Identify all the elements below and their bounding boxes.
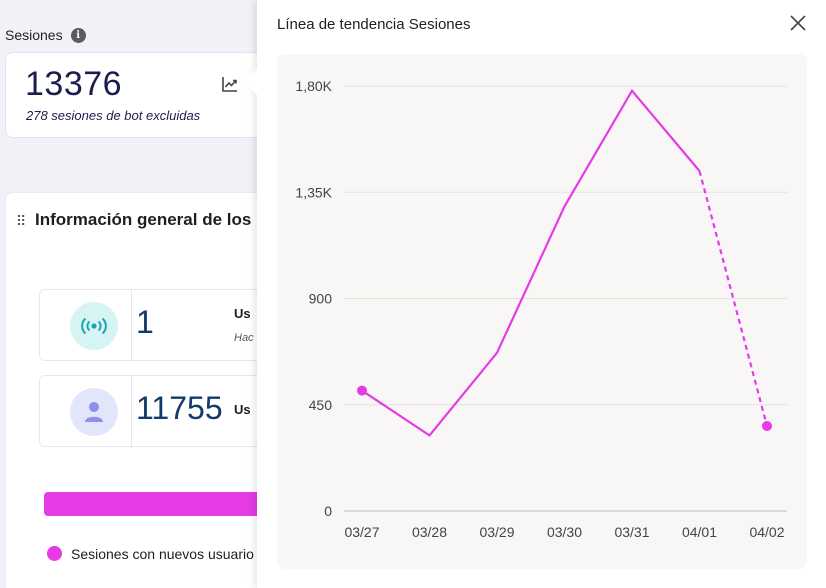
panel-pointer bbox=[245, 68, 258, 96]
y-tick-label: 1,80K bbox=[295, 78, 332, 94]
start-point bbox=[357, 385, 367, 396]
trend-panel: Línea de tendencia Sesiones 0 450 900 1,35K… bbox=[257, 0, 826, 588]
y-tick-label: 450 bbox=[309, 397, 333, 413]
trend-chart: 0 450 900 1,35K 1,80K 03/27 03/28 03/29 03/30 03/… bbox=[277, 54, 807, 569]
drag-handle-icon[interactable]: ⠿ bbox=[16, 213, 26, 229]
user-icon-box bbox=[40, 376, 132, 448]
sessions-kpi-value: 13376 bbox=[25, 65, 123, 103]
trend-chart-svg: 0 450 900 1,35K 1,80K 03/27 03/28 03/29 03/30 03/… bbox=[295, 78, 787, 540]
x-tick-label: 04/02 bbox=[749, 524, 784, 540]
total-users-value: 11755 bbox=[136, 390, 223, 426]
x-tick-label: 04/01 bbox=[682, 524, 717, 540]
sessions-label: Sesiones bbox=[5, 27, 63, 43]
close-icon bbox=[790, 15, 806, 31]
active-users-value: 1 bbox=[136, 304, 154, 340]
panel-title: Línea de tendencia Sesiones bbox=[277, 16, 471, 33]
sessions-kpi-card[interactable]: 13376 278 sesiones de bot excluidas bbox=[5, 52, 273, 138]
bot-sessions-excluded: 278 sesiones de bot excluidas bbox=[26, 108, 201, 123]
overview-title: Información general de los u bbox=[35, 210, 267, 229]
end-point bbox=[762, 421, 772, 431]
user-row-active: 1 Us Hac bbox=[39, 289, 279, 362]
new-users-progress-bar bbox=[44, 492, 284, 516]
x-tick-label: 03/30 bbox=[547, 524, 582, 540]
trend-line-icon[interactable] bbox=[221, 75, 239, 93]
total-users-label: Us bbox=[234, 402, 251, 417]
active-users-label: Us bbox=[234, 306, 251, 321]
close-button[interactable] bbox=[787, 12, 809, 34]
broadcast-icon bbox=[70, 302, 118, 350]
user-row-total: 11755 Us bbox=[39, 375, 279, 448]
x-tick-label: 03/28 bbox=[412, 524, 447, 540]
legend-label: Sesiones con nuevos usuario bbox=[71, 546, 254, 562]
x-tick-label: 03/27 bbox=[344, 524, 379, 540]
y-tick-label: 900 bbox=[309, 291, 333, 307]
y-tick-label: 0 bbox=[324, 503, 332, 519]
y-tick-label: 1,35K bbox=[295, 184, 332, 200]
series-line-solid bbox=[361, 88, 701, 437]
person-icon bbox=[70, 388, 118, 436]
series-line-dashed bbox=[698, 170, 769, 427]
info-icon[interactable]: i bbox=[70, 27, 86, 43]
active-users-sub: Hac bbox=[234, 332, 254, 344]
sessions-header: Sesiones i bbox=[5, 27, 86, 43]
user-icon-box bbox=[40, 290, 132, 362]
legend-dot bbox=[47, 546, 62, 561]
x-tick-label: 03/31 bbox=[614, 524, 649, 540]
x-tick-label: 03/29 bbox=[479, 524, 514, 540]
